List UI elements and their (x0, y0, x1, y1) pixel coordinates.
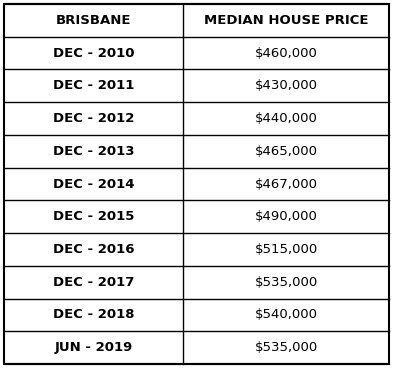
Text: $535,000: $535,000 (254, 276, 318, 289)
Text: $460,000: $460,000 (255, 47, 318, 60)
Text: $515,000: $515,000 (254, 243, 318, 256)
Text: JUN - 2019: JUN - 2019 (54, 341, 133, 354)
Text: $465,000: $465,000 (255, 145, 318, 158)
Text: DEC - 2013: DEC - 2013 (53, 145, 134, 158)
Text: $440,000: $440,000 (255, 112, 318, 125)
Text: DEC - 2017: DEC - 2017 (53, 276, 134, 289)
Text: DEC - 2016: DEC - 2016 (53, 243, 134, 256)
Text: DEC - 2014: DEC - 2014 (53, 177, 134, 191)
Text: DEC - 2018: DEC - 2018 (53, 308, 134, 321)
Text: DEC - 2010: DEC - 2010 (53, 47, 134, 60)
Text: DEC - 2012: DEC - 2012 (53, 112, 134, 125)
Text: BRISBANE: BRISBANE (56, 14, 131, 27)
Text: $430,000: $430,000 (255, 79, 318, 92)
Text: $535,000: $535,000 (254, 341, 318, 354)
Text: $540,000: $540,000 (255, 308, 318, 321)
Text: $490,000: $490,000 (255, 210, 318, 223)
Text: DEC - 2011: DEC - 2011 (53, 79, 134, 92)
Text: MEDIAN HOUSE PRICE: MEDIAN HOUSE PRICE (204, 14, 368, 27)
Text: DEC - 2015: DEC - 2015 (53, 210, 134, 223)
Text: $467,000: $467,000 (255, 177, 318, 191)
